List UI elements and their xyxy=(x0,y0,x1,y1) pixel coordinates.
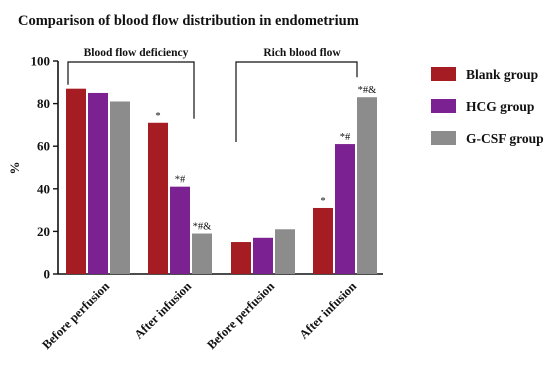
legend-swatch xyxy=(431,67,456,81)
brackets: Blood flow deficiency Rich blood flow xyxy=(67,47,358,142)
bar xyxy=(253,237,273,274)
bracket-label: Blood flow deficiency xyxy=(84,47,189,59)
legend: Blank group HCG group G-CSF group xyxy=(431,67,544,146)
significance-annotations: * *# *#& * *# *#& xyxy=(155,85,376,232)
bar xyxy=(88,92,108,274)
y-tick-label: 60 xyxy=(37,139,50,154)
bracket-line xyxy=(235,61,358,142)
bar xyxy=(192,233,212,274)
legend-label: HCG group xyxy=(466,99,534,114)
significance-label: * xyxy=(155,111,160,122)
category-label: Before perfusion xyxy=(39,279,112,352)
bar xyxy=(66,88,86,274)
bracket-label: Rich blood flow xyxy=(263,47,341,59)
significance-label: *#& xyxy=(358,85,377,96)
bars xyxy=(66,88,377,275)
legend-swatch xyxy=(431,99,456,113)
bar xyxy=(335,144,355,274)
y-tick-label: 100 xyxy=(31,54,51,69)
significance-label: *#& xyxy=(193,222,212,233)
bar xyxy=(148,122,168,275)
legend-swatch xyxy=(431,131,456,145)
legend-label: Blank group xyxy=(466,67,538,82)
bar xyxy=(357,97,377,275)
significance-label: *# xyxy=(340,132,351,143)
category-label: After infusion xyxy=(132,279,195,342)
y-tick-label: 40 xyxy=(37,181,50,196)
bar xyxy=(231,242,251,274)
y-tick-label: 20 xyxy=(37,224,50,239)
bar xyxy=(275,229,295,274)
legend-label: G-CSF group xyxy=(466,131,544,146)
bar xyxy=(313,207,333,274)
y-tick-label: 80 xyxy=(37,96,50,111)
category-label: Before perfusion xyxy=(204,279,277,352)
category-labels: Before perfusion After infusion Before per… xyxy=(39,279,359,352)
significance-label: *# xyxy=(175,175,186,186)
bar xyxy=(170,186,190,274)
bar xyxy=(110,101,130,274)
significance-label: * xyxy=(320,196,325,207)
chart-title: Comparison of blood flow distribution in… xyxy=(18,13,359,29)
bracket-line xyxy=(67,61,195,119)
y-tick-label: 0 xyxy=(44,267,51,282)
y-axis-label: % xyxy=(7,162,22,175)
category-label: After infusion xyxy=(297,279,360,342)
